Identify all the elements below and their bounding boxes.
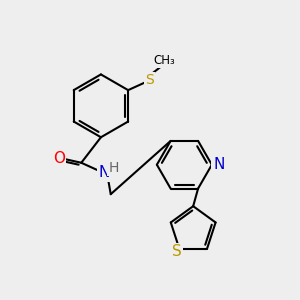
Text: O: O xyxy=(53,151,65,166)
Text: S: S xyxy=(145,73,154,87)
Text: N: N xyxy=(98,165,110,180)
Text: N: N xyxy=(213,157,224,172)
Text: H: H xyxy=(109,161,119,175)
Text: CH₃: CH₃ xyxy=(154,54,175,67)
Text: S: S xyxy=(172,244,181,259)
